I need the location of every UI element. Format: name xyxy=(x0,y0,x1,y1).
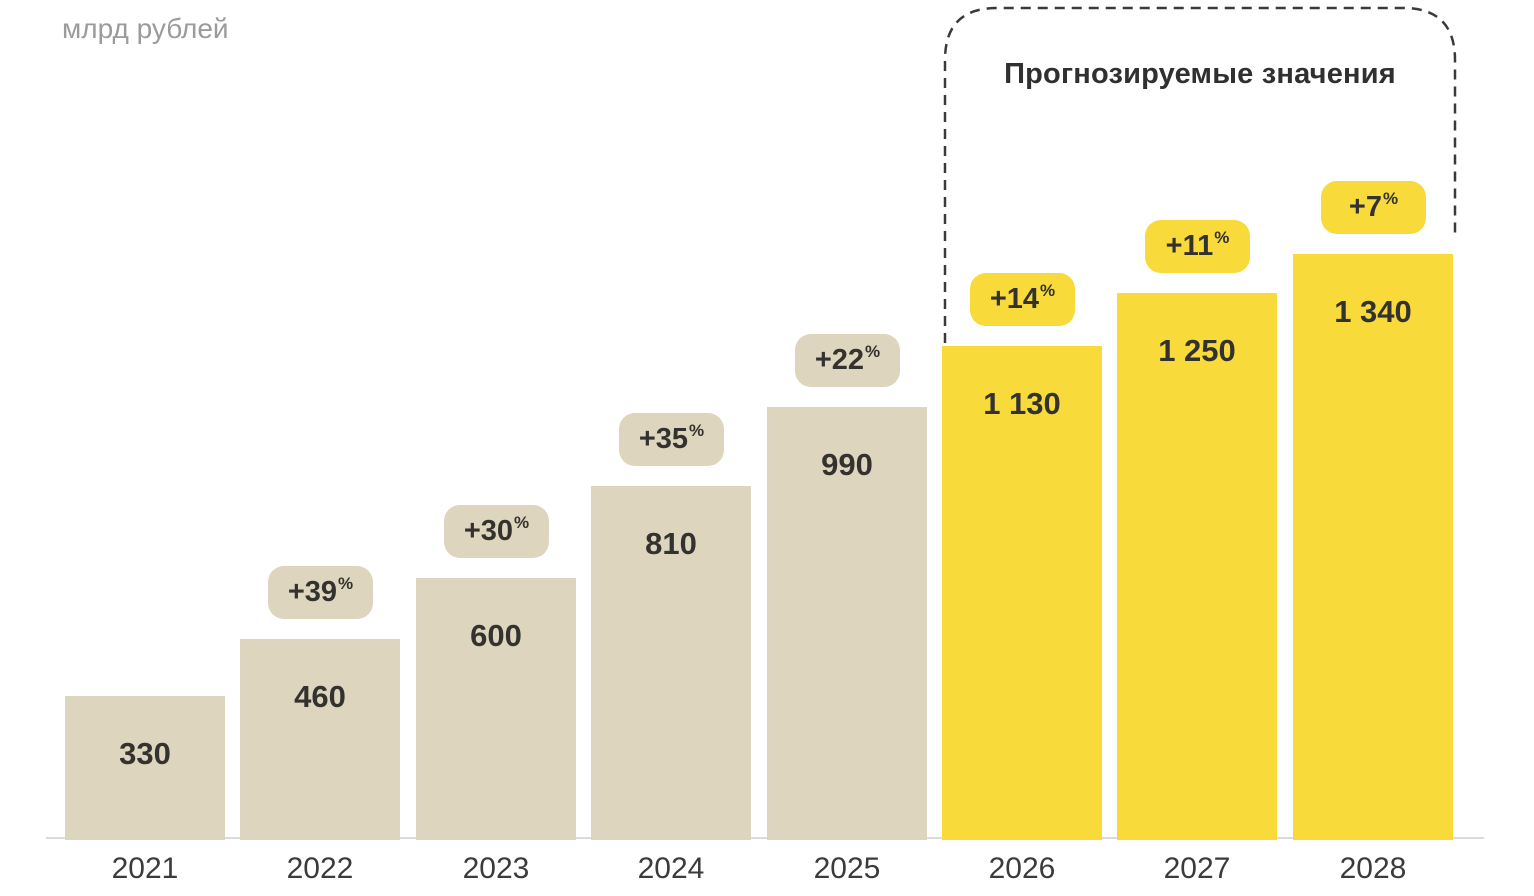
percent-sign: % xyxy=(338,574,354,593)
x-tick-2026: 2026 xyxy=(988,852,1056,885)
percent-sign: % xyxy=(865,342,881,361)
bar-value-2021: 330 xyxy=(119,736,171,771)
bar-value-2027: 1 250 xyxy=(1158,333,1236,368)
x-axis-line xyxy=(46,837,1484,839)
growth-badge-2026: +14% xyxy=(969,273,1075,326)
percent-sign: % xyxy=(1040,281,1056,300)
bar-2028: 1 340 xyxy=(1293,254,1453,840)
growth-value-2026: +14 xyxy=(989,283,1040,315)
bar-value-2025: 990 xyxy=(821,447,873,482)
y-axis-unit-label: млрд рублей xyxy=(62,13,229,44)
bar-2024: 810 xyxy=(591,486,751,840)
bar-2021: 330 xyxy=(65,696,225,840)
growth-value-2027: +11 xyxy=(1165,230,1214,262)
bar-2023: 600 xyxy=(416,578,576,840)
x-tick-2027: 2027 xyxy=(1163,852,1231,885)
bar-value-2024: 810 xyxy=(645,526,697,561)
bar-2026: 1 130 xyxy=(942,346,1102,840)
percent-sign: % xyxy=(689,421,705,440)
growth-badge-2024: +35% xyxy=(618,413,724,466)
bar-2022: 460 xyxy=(240,639,400,840)
growth-value-2025: +22 xyxy=(814,344,865,376)
growth-badge-2027: +11% xyxy=(1144,220,1250,273)
growth-badge-2023: +30% xyxy=(443,505,549,558)
growth-badge-2025: +22% xyxy=(794,334,900,387)
percent-sign: % xyxy=(514,513,530,532)
growth-value-2022: +39 xyxy=(287,576,338,608)
x-tick-2021: 2021 xyxy=(111,852,179,885)
x-tick-2024: 2024 xyxy=(637,852,705,885)
forecast-region-title: Прогнозируемые значения xyxy=(1004,58,1396,90)
growth-value-2028: +7 xyxy=(1348,191,1382,223)
growth-value-2023: +30 xyxy=(463,515,514,547)
percent-sign: % xyxy=(1382,189,1399,208)
bar-2025: 990 xyxy=(767,407,927,840)
growth-value-2024: +35 xyxy=(638,423,689,455)
bar-value-2026: 1 130 xyxy=(983,386,1061,421)
growth-badge-2022: +39% xyxy=(267,566,373,619)
bar-2027: 1 250 xyxy=(1117,293,1277,840)
x-tick-2022: 2022 xyxy=(286,852,354,885)
x-tick-2023: 2023 xyxy=(462,852,530,885)
bar-value-2028: 1 340 xyxy=(1334,294,1412,329)
x-tick-2025: 2025 xyxy=(813,852,881,885)
bar-value-2022: 460 xyxy=(294,679,346,714)
growth-badge-2028: +7% xyxy=(1320,181,1426,234)
bar-value-2023: 600 xyxy=(470,618,522,653)
x-tick-2028: 2028 xyxy=(1339,852,1407,885)
percent-sign: % xyxy=(1214,228,1230,247)
